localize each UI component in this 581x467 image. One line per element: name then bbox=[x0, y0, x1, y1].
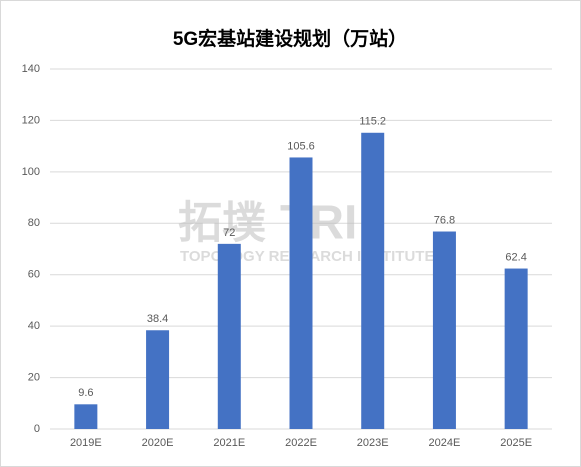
x-tick-label: 2024E bbox=[429, 437, 461, 449]
bar bbox=[146, 330, 170, 429]
bar bbox=[361, 132, 385, 429]
y-tick-label: 120 bbox=[22, 114, 40, 126]
chart-title: 5G宏基站建设规划（万站） bbox=[173, 27, 407, 50]
bar bbox=[504, 268, 528, 429]
y-tick-label: 140 bbox=[22, 63, 40, 75]
data-label: 38.4 bbox=[147, 313, 168, 325]
x-tick-label: 2019E bbox=[70, 437, 102, 449]
y-tick-label: 100 bbox=[22, 166, 40, 178]
y-tick-label: 20 bbox=[28, 371, 40, 383]
x-tick-label: 2023E bbox=[357, 437, 389, 449]
x-tick-label: 2025E bbox=[500, 437, 532, 449]
bar bbox=[432, 231, 456, 429]
data-label: 62.4 bbox=[505, 251, 526, 263]
x-tick-label: 2022E bbox=[285, 437, 317, 449]
y-tick-label: 40 bbox=[28, 320, 40, 332]
data-label: 115.2 bbox=[359, 116, 386, 128]
x-tick-label: 2020E bbox=[142, 437, 174, 449]
data-label: 72 bbox=[223, 227, 235, 239]
bar bbox=[74, 404, 98, 429]
watermark: 拓墣 bbox=[178, 199, 266, 248]
y-tick-label: 0 bbox=[34, 423, 40, 435]
data-label: 105.6 bbox=[287, 140, 315, 152]
data-label: 9.6 bbox=[78, 387, 93, 399]
bar bbox=[217, 243, 241, 429]
y-tick-label: 60 bbox=[28, 269, 40, 281]
y-tick-label: 80 bbox=[28, 217, 40, 229]
bar bbox=[289, 157, 313, 429]
data-label: 76.8 bbox=[434, 214, 455, 226]
x-tick-label: 2021E bbox=[213, 437, 245, 449]
